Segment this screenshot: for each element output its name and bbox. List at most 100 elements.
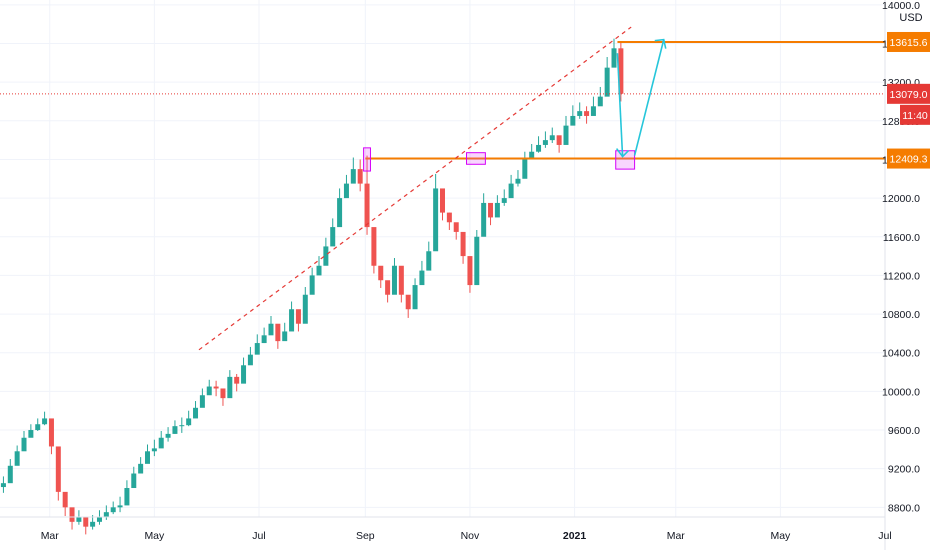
currency-label: USD [899,12,922,24]
candle-body [199,395,205,408]
last-price-label: 13079.0 [890,89,928,101]
projection-up-line [633,39,665,156]
y-tick-label: 9600.0 [888,425,920,437]
candle-body [131,473,137,489]
candle-body [14,451,20,466]
projection-up-arrowhead [654,38,667,49]
candle-body [165,433,171,438]
candle-body [405,294,411,310]
candle-body [453,222,459,232]
candle-body [481,202,487,237]
candle-body [28,430,34,438]
candle-body [433,188,439,252]
candles [0,38,624,535]
x-tick-label: Mar [667,530,686,542]
candle-body [261,335,267,344]
candle-body [467,256,473,286]
x-tick-label: 2021 [563,530,587,542]
candle-body [323,246,329,266]
candle-body [0,483,6,488]
candle-body [343,183,349,199]
candle-body [371,227,377,266]
y-tick-label: 8800.0 [888,502,920,514]
candle-body [275,323,281,342]
candle-body [289,309,295,332]
trend-line [198,26,632,351]
y-tick-label: 11200.0 [883,270,920,282]
candle-body [494,202,500,218]
candle-body [330,227,336,247]
countdown-label-bg [900,104,930,125]
candle-body [227,376,233,399]
candle-body [268,323,274,336]
x-tick-label: Mar [41,530,60,542]
candle-body [145,451,150,464]
candle-body [76,517,82,522]
x-tick-label: Nov [461,530,480,542]
projection-down-line [616,53,624,157]
candle-body [385,280,391,295]
highlight-box [363,147,371,172]
candle-body [460,231,466,257]
y-tick-label: 11600.0 [883,232,920,244]
candle-body [597,96,603,107]
candle-body [542,140,548,145]
candle-body [440,188,445,213]
candle-body [193,407,199,419]
candle-body [488,202,494,218]
candle-body [618,48,624,94]
candle-body [584,111,590,116]
y-tick-label: 10000.0 [882,386,920,398]
candle-body [419,270,425,286]
support-price-label: 12409.3 [890,154,928,166]
candle-body [398,265,404,295]
candle-body [549,135,555,141]
candle-body [124,488,130,506]
candle-body [55,446,61,492]
candle-body [21,437,27,452]
resistance-price-label: 13615.6 [890,37,928,49]
candle-body [220,388,226,399]
highlight-box [615,150,636,170]
candle-body [117,505,123,508]
candle-body [590,106,596,116]
candle-body [69,507,75,522]
y-tick-label: 9200.0 [888,464,920,476]
candle-body [48,418,54,447]
candle-body [391,265,397,295]
candle-body [213,386,219,389]
candle-body [172,426,178,434]
candle-body [42,418,48,425]
support-price-label-bg [887,148,930,169]
candle-body [309,275,315,295]
candle-body [515,178,521,184]
y-tick-label: 10800.0 [882,309,920,321]
candle-body [577,111,583,116]
x-tick-label: May [770,530,791,542]
candle-body [364,183,370,228]
candle-body [254,343,260,355]
projection-down-arrowhead [615,148,630,158]
candle-body [412,285,418,310]
candle-body [378,265,384,281]
candle-body [282,331,288,342]
drawings [0,26,885,351]
y-tick-label: 10400.0 [882,348,920,360]
candle-body [247,354,253,366]
x-axis[interactable]: Mar May Jul Sep Nov 2021 Mar May Jul [41,530,892,542]
candle-body [508,183,514,199]
candle-body [563,125,569,145]
candle-body [151,448,157,452]
candle-body [611,48,617,68]
candle-body [103,512,109,517]
candle-body [158,437,164,449]
candle-body [556,135,562,145]
candle-body [110,507,116,513]
candle-body [83,517,89,527]
candle-body [186,418,192,426]
candle-body [604,67,610,97]
x-tick-label: Jul [252,530,265,542]
candle-body [522,159,528,179]
